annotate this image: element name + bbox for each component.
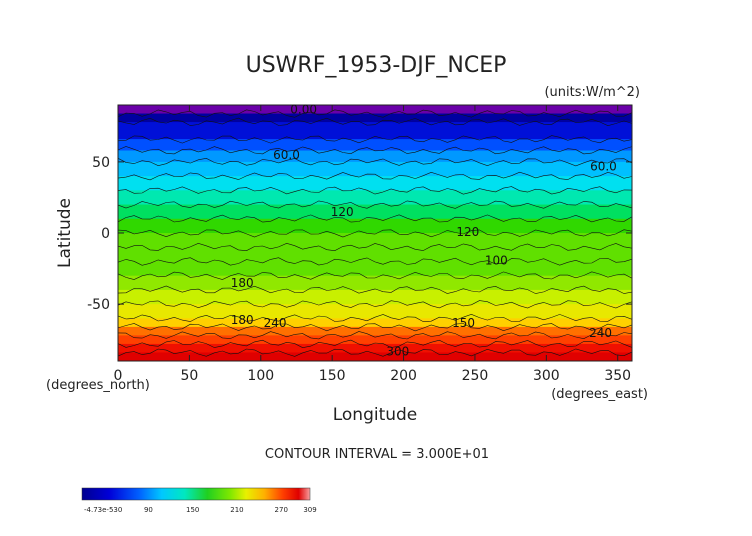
- contour-lines: [118, 109, 632, 357]
- heatmap-band: [118, 150, 632, 163]
- contour-line: [118, 313, 632, 322]
- x-axis-title: Longitude: [333, 405, 418, 425]
- contour-line: [118, 229, 632, 238]
- y-units-label: (degrees_north): [46, 378, 150, 393]
- contour-line: [118, 242, 632, 252]
- contour-line: [118, 146, 632, 155]
- x-tick-label: 200: [390, 368, 417, 384]
- contour-label: 60.0: [590, 159, 617, 173]
- x-tick-label: 0: [114, 368, 123, 384]
- contour-line: [118, 300, 632, 309]
- heatmap-band: [118, 289, 632, 305]
- contour-line: [118, 339, 632, 349]
- colorbar-labels: -4.73e-530 90 150 210 270 309: [84, 506, 317, 514]
- colorbar-label: 150: [186, 506, 199, 514]
- heatmap-band: [118, 326, 632, 336]
- heatmap-band: [118, 304, 632, 319]
- heatmap-band: [118, 122, 632, 140]
- heatmap-band: [118, 343, 632, 353]
- contour-line: [118, 331, 632, 340]
- contour-line: [118, 271, 632, 280]
- heatmap-band: [118, 176, 632, 191]
- colorbar-label: 210: [230, 506, 243, 514]
- heatmap-band: [118, 318, 632, 328]
- heatmap-band: [118, 335, 632, 345]
- contour-line: [118, 109, 632, 118]
- contour-line: [118, 257, 632, 266]
- contour-label: 300: [386, 344, 409, 358]
- contour-line: [118, 323, 632, 332]
- contour-label: 100: [485, 253, 508, 267]
- x-tick-label: 150: [319, 368, 346, 384]
- x-units-label: (degrees_east): [551, 387, 648, 402]
- contour-label: 150: [452, 316, 475, 330]
- contour-label: 120: [331, 205, 354, 219]
- heatmap-band: [118, 113, 632, 123]
- x-tick-label: 250: [462, 368, 489, 384]
- y-tick-label: 0: [101, 226, 110, 242]
- contour-line: [118, 200, 632, 209]
- contour-line: [118, 285, 632, 294]
- contour-line: [118, 186, 632, 195]
- heatmap-bands: [118, 105, 632, 361]
- x-tick-label: 300: [533, 368, 560, 384]
- y-tick-label: -50: [87, 297, 110, 313]
- heatmap-band: [118, 352, 632, 361]
- y-axis-title: Latitude: [55, 198, 75, 268]
- x-tick-label: 350: [604, 368, 631, 384]
- x-tick-label: 100: [247, 368, 274, 384]
- heatmap-band: [118, 247, 632, 262]
- contour-line: [118, 348, 632, 357]
- chart-title: USWRF_1953-DJF_NCEP: [246, 53, 507, 78]
- colorbar: [81, 487, 311, 501]
- heatmap-band: [118, 218, 632, 234]
- colorbar-label: 270: [275, 506, 288, 514]
- contour-label: 0.00: [290, 103, 317, 117]
- contour-line: [118, 157, 632, 167]
- heatmap-band: [118, 204, 632, 220]
- heatmap-band: [118, 275, 632, 291]
- x-axis: 0 50 100 150 200 250 300 350: [114, 105, 631, 384]
- contour-label: 240: [264, 316, 287, 330]
- y-axis: 50 0 -50: [87, 155, 632, 313]
- contour-label: 240: [589, 326, 612, 340]
- units-label: (units:W/m^2): [544, 85, 640, 100]
- y-tick-label: 50: [92, 155, 110, 171]
- x-tick-label: 50: [180, 368, 198, 384]
- contour-label: 60.0: [273, 148, 300, 162]
- contour-label: 180: [231, 276, 254, 290]
- heatmap-band: [118, 139, 632, 152]
- heatmap-band: [118, 190, 632, 206]
- colorbar-label: 309: [303, 506, 316, 514]
- contour-line: [118, 171, 632, 181]
- colorbar-label: -4.73e-530: [84, 506, 122, 514]
- contour-line: [118, 135, 632, 144]
- heatmap-band: [118, 105, 632, 115]
- contour-labels: 0.00 60.0 60.0 120 120 100 180 180 240 150 240 300: [231, 103, 617, 359]
- contour-line: [118, 214, 632, 223]
- heatmap-band: [118, 261, 632, 277]
- colorbar-label: 90: [144, 506, 153, 514]
- contour-label: 180: [231, 313, 254, 327]
- plot-area: [118, 105, 632, 361]
- contour-interval-label: CONTOUR INTERVAL = 3.000E+01: [265, 447, 489, 462]
- contour-line: [118, 117, 632, 127]
- contour-label: 120: [456, 225, 479, 239]
- heatmap-band: [118, 233, 632, 248]
